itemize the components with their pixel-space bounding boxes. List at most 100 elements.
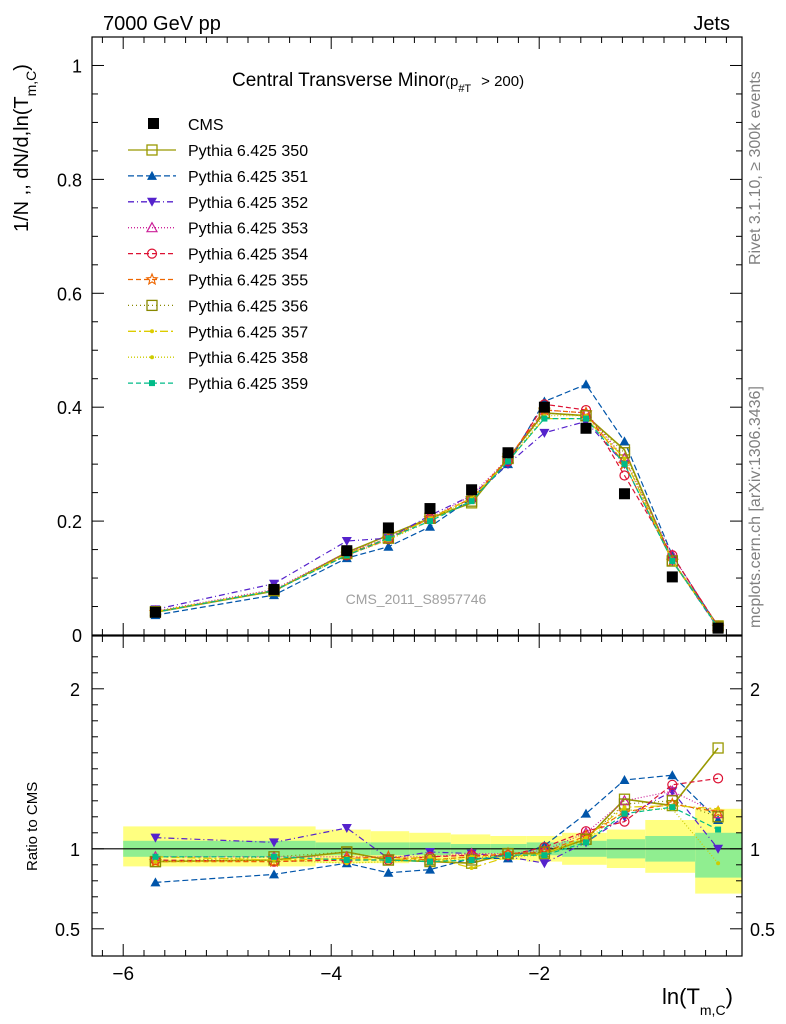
ratio-series-marker: [712, 742, 724, 754]
ratio-series-marker: [150, 877, 161, 887]
ratio-series-marker: [505, 852, 511, 859]
header-left: 7000 GeV pp: [103, 13, 221, 35]
ratio-series-marker: [621, 810, 628, 817]
x-axis-label-sub: m,C: [700, 1002, 726, 1018]
ratio-series-marker: [385, 857, 392, 863]
main-y-tick-label: 0.4: [57, 398, 82, 418]
ratio-series-marker: [716, 861, 721, 866]
main-series-marker: [341, 537, 352, 547]
main-series-marker: [539, 428, 550, 438]
legend-series-label: Pythia 6.425 353: [188, 221, 308, 238]
cms-data-point: [580, 422, 592, 434]
legend-series-marker: [149, 380, 155, 387]
chart-title-p: p: [450, 73, 458, 90]
ratio-series-marker: [619, 816, 630, 827]
legend-series-label: Pythia 6.425 356: [188, 298, 308, 315]
ratio-series-marker: [541, 852, 548, 859]
chart-title-pt-sub: #T: [458, 83, 471, 95]
ratio-y-tick-label: 0.5: [55, 920, 80, 940]
cms-data-point: [666, 571, 678, 583]
x-tick-label: −4: [320, 964, 342, 985]
ratio-series-marker: [581, 808, 591, 818]
ratio-series-marker: [469, 866, 474, 870]
main-y-tick-label: 0.6: [57, 284, 82, 304]
main-plot: 0 0.2 0.4 0.6 0.8 1: [57, 36, 743, 646]
legend-series-label: Pythia 6.425 352: [188, 195, 308, 212]
ratio-series-line: [155, 777, 719, 863]
ratio-series-marker: [152, 853, 159, 860]
x-axis-label-close: ): [726, 984, 733, 1009]
x-axis-label: ln(Tm,C): [662, 984, 733, 1018]
x-axis-label-text: ln(T: [662, 984, 700, 1009]
cms-data-point: [502, 447, 514, 459]
y-axis-label-ratio: Ratio to CMS: [24, 782, 41, 871]
legend-series-label: Pythia 6.425 357: [188, 324, 308, 341]
legend-series-marker: [147, 170, 157, 180]
chart-title-main: Central Transverse Minor: [232, 70, 446, 91]
main-series-marker: [621, 461, 628, 468]
ratio-series-marker: [427, 858, 433, 865]
cms-data-point: [712, 622, 724, 634]
y-axis-label-main-sub: m,C: [23, 71, 39, 97]
ratio-series-marker: [150, 833, 161, 843]
legend-series-marker: [146, 248, 158, 259]
ratio-y-tick-label-right: 1: [750, 840, 760, 860]
main-series-marker: [383, 541, 394, 551]
main-series-marker: [666, 555, 678, 567]
main-series-line: [155, 418, 719, 628]
cms-data-point: [341, 545, 353, 557]
legend-series-marker: [150, 329, 154, 334]
analysis-watermark: CMS_2011_S8957746: [346, 591, 487, 607]
chart-title-suffix: > 200): [481, 73, 524, 90]
x-tick-label: −2: [528, 964, 550, 985]
legend-cms-marker: [148, 118, 159, 129]
ratio-frame: [91, 635, 743, 957]
ratio-series-line: [155, 804, 719, 869]
ratio-series-marker: [583, 839, 589, 846]
ratio-series-marker: [667, 779, 678, 790]
ratio-series-marker: [383, 867, 394, 877]
cms-data-point: [424, 503, 436, 515]
main-series-marker: [541, 415, 548, 422]
main-series-marker: [385, 535, 392, 542]
ratio-series-marker: [712, 811, 724, 823]
ratio-series-marker: [715, 826, 722, 833]
legend-series-label: Pythia 6.425 351: [188, 169, 308, 186]
legend-series-label: Pythia 6.425 355: [188, 273, 308, 290]
y-axis-label-main-close: ): [11, 64, 33, 71]
ratio-series-marker: [667, 787, 678, 797]
ratio-series-marker: [712, 773, 724, 784]
main-series-marker: [425, 521, 435, 531]
legend-series-marker: [147, 197, 157, 207]
main-y-tick-label: 0.8: [57, 170, 82, 190]
ratio-series-line: [155, 806, 719, 863]
legend-series-label: Pythia 6.425 358: [188, 350, 308, 367]
ratio-series-marker: [622, 805, 627, 810]
ratio-series-marker: [667, 770, 678, 780]
ratio-series-marker: [669, 804, 676, 811]
ratio-series-marker: [468, 857, 475, 863]
main-series-line: [155, 383, 719, 628]
main-series-marker: [622, 456, 627, 461]
y-axis-label-main: 1/N ,, dN/d,ln(Tm,C): [11, 64, 39, 232]
legend-series-marker: [145, 221, 159, 233]
cms-data-point: [268, 583, 280, 595]
ratio-series-marker: [269, 838, 279, 848]
ratio-series-marker: [713, 844, 724, 854]
main-series-marker: [583, 415, 589, 422]
ratio-green-band: [695, 832, 742, 878]
ratio-series-marker: [341, 824, 352, 833]
x-tick-label: −6: [112, 964, 134, 985]
main-series-marker: [619, 436, 630, 446]
ratio-series-marker: [539, 859, 550, 869]
chart-title-open: (: [445, 73, 450, 89]
main-frame: [91, 36, 743, 636]
cms-data-point: [466, 484, 478, 496]
ratio-y-tick-label: 1: [70, 840, 80, 860]
ratio-y-tick-label: 2: [70, 680, 80, 700]
legend-series-label: Pythia 6.425 354: [188, 247, 308, 264]
legend-series-marker: [146, 144, 158, 156]
main-series-marker: [468, 498, 475, 505]
main-series-marker: [427, 518, 433, 525]
